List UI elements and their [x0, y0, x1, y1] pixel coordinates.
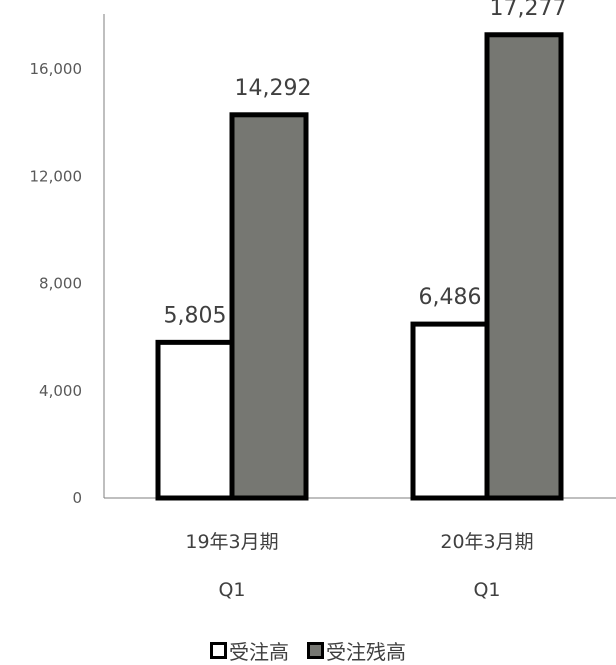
bar-orders [410, 321, 490, 501]
legend-swatch-white [210, 642, 227, 659]
y-axis-ticks: 0 4,000 8,000 12,000 16,000 [30, 60, 83, 507]
legend-item-order-backlog: 受注残高 [307, 636, 406, 665]
data-label: 5,805 [164, 303, 227, 328]
y-tick-label: 12,000 [30, 167, 83, 185]
legend-item-received-orders: 受注高 [210, 636, 289, 665]
data-label: 6,486 [419, 285, 482, 310]
category-label-quarter: Q1 [218, 579, 245, 601]
data-labels: 5,805 14,292 6,486 17,277 [164, 0, 567, 328]
bar-orders [155, 339, 235, 501]
bars [155, 32, 564, 501]
data-label: 14,292 [235, 76, 312, 101]
legend-label: 受注高 [229, 640, 289, 664]
legend-swatch-gray [307, 642, 324, 659]
legend: 受注高 受注残高 [0, 636, 616, 665]
bar-backlog [229, 112, 309, 501]
category-label-period: 20年3月期 [440, 531, 533, 553]
legend-label: 受注残高 [326, 640, 406, 664]
category-label-quarter: Q1 [473, 579, 500, 601]
y-tick-label: 4,000 [39, 382, 82, 400]
y-tick-label: 0 [72, 489, 82, 507]
category-labels: 19年3月期 Q1 20年3月期 Q1 [185, 531, 533, 601]
category-label-period: 19年3月期 [185, 531, 278, 553]
y-tick-label: 16,000 [30, 60, 83, 78]
bar-backlog [484, 32, 564, 501]
y-tick-label: 8,000 [39, 275, 82, 293]
data-label: 17,277 [490, 0, 567, 21]
